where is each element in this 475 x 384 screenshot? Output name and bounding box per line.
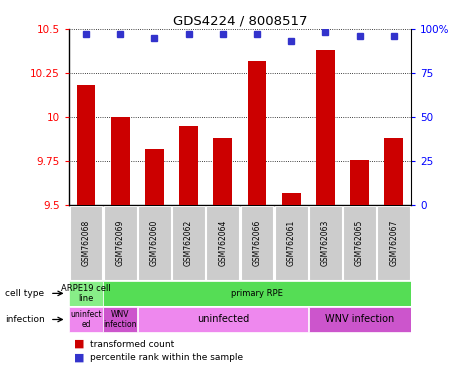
Bar bbox=[206, 206, 239, 280]
Bar bbox=[275, 206, 308, 280]
Text: GSM762064: GSM762064 bbox=[218, 220, 227, 266]
Text: GSM762066: GSM762066 bbox=[253, 220, 261, 266]
Text: GSM762068: GSM762068 bbox=[82, 220, 90, 266]
Bar bbox=[172, 206, 205, 280]
Text: GSM762060: GSM762060 bbox=[150, 220, 159, 266]
Text: ARPE19 cell
line: ARPE19 cell line bbox=[61, 284, 111, 303]
Text: GSM762065: GSM762065 bbox=[355, 220, 364, 266]
Bar bbox=[247, 61, 266, 205]
Bar bbox=[282, 193, 301, 205]
Bar bbox=[69, 206, 103, 280]
Text: GSM762067: GSM762067 bbox=[390, 220, 398, 266]
Bar bbox=[309, 206, 342, 280]
Text: infection: infection bbox=[5, 315, 45, 324]
Text: cell type: cell type bbox=[5, 289, 44, 298]
Text: ■: ■ bbox=[74, 353, 84, 362]
Text: GSM762061: GSM762061 bbox=[287, 220, 295, 266]
Text: WNV infection: WNV infection bbox=[325, 314, 394, 324]
Title: GDS4224 / 8008517: GDS4224 / 8008517 bbox=[172, 15, 307, 28]
Bar bbox=[76, 85, 95, 205]
Text: transformed count: transformed count bbox=[90, 339, 174, 349]
Bar bbox=[104, 281, 410, 306]
Bar bbox=[104, 206, 137, 280]
Text: GSM762069: GSM762069 bbox=[116, 220, 124, 266]
Bar bbox=[138, 206, 171, 280]
Bar bbox=[145, 149, 164, 205]
Bar bbox=[309, 307, 410, 332]
Text: percentile rank within the sample: percentile rank within the sample bbox=[90, 353, 243, 362]
Bar bbox=[343, 206, 376, 280]
Bar bbox=[240, 206, 274, 280]
Bar bbox=[213, 138, 232, 205]
Bar bbox=[316, 50, 335, 205]
Bar bbox=[69, 281, 103, 306]
Text: ■: ■ bbox=[74, 339, 84, 349]
Bar bbox=[69, 307, 103, 332]
Bar bbox=[384, 138, 403, 205]
Bar bbox=[104, 307, 137, 332]
Bar bbox=[111, 117, 130, 205]
Text: uninfect
ed: uninfect ed bbox=[70, 310, 102, 329]
Text: uninfected: uninfected bbox=[197, 314, 249, 324]
Bar bbox=[179, 126, 198, 205]
Text: GSM762063: GSM762063 bbox=[321, 220, 330, 266]
Text: primary RPE: primary RPE bbox=[231, 289, 283, 298]
Bar bbox=[350, 159, 369, 205]
Bar bbox=[138, 307, 308, 332]
Text: GSM762062: GSM762062 bbox=[184, 220, 193, 266]
Text: WNV
infection: WNV infection bbox=[104, 310, 137, 329]
Bar bbox=[377, 206, 410, 280]
